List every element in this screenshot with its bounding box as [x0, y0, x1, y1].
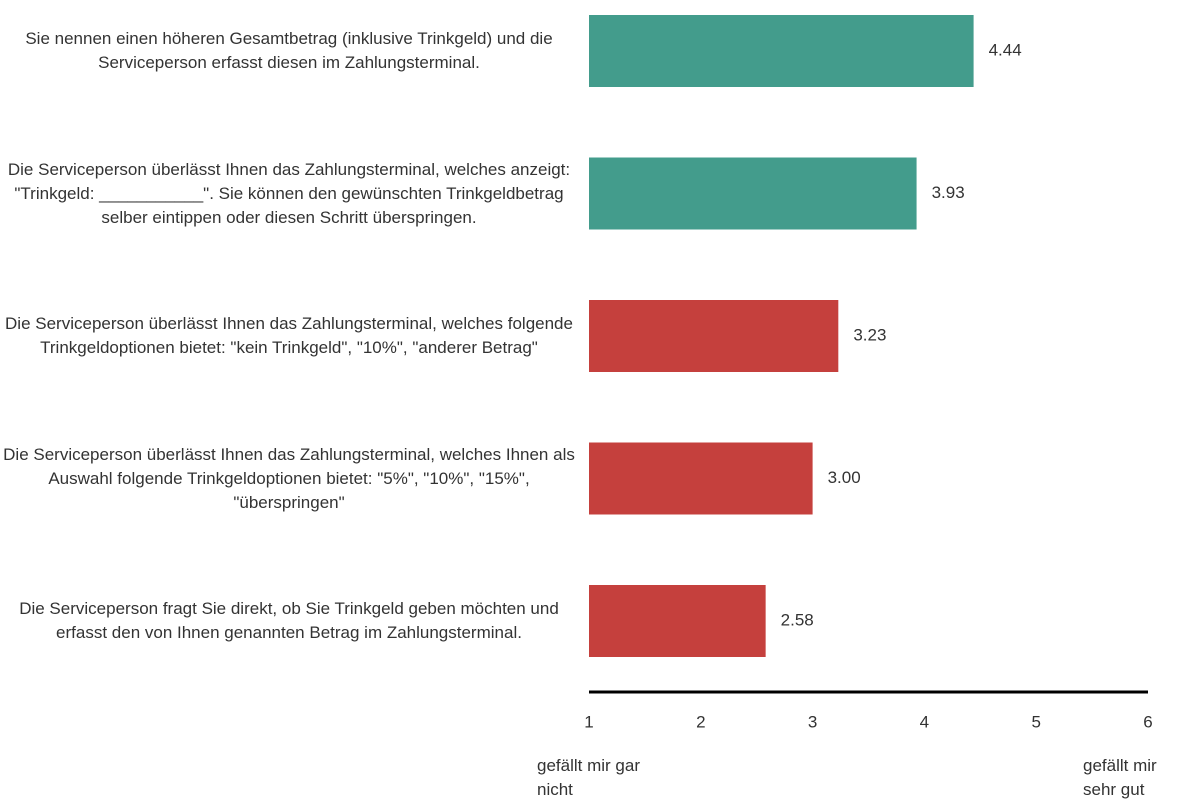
bar	[589, 300, 839, 372]
value-label: 3.93	[932, 183, 965, 202]
category-label: Die Serviceperson überlässt Ihnen das Za…	[7, 159, 571, 227]
bar	[589, 442, 813, 515]
bar	[589, 15, 974, 87]
x-tick-label: 3	[808, 712, 817, 731]
x-tick-label: 1	[584, 712, 593, 731]
bar	[589, 585, 766, 657]
category-label: Die Serviceperson überlässt Ihnen das Za…	[3, 444, 575, 512]
category-label: Die Serviceperson fragt Sie direkt, ob S…	[19, 599, 559, 642]
value-label: 3.00	[828, 468, 861, 487]
value-label: 4.44	[989, 40, 1022, 59]
x-tick-label: 5	[1031, 712, 1040, 731]
x-tick-label: 2	[696, 712, 705, 731]
x-tick-label: 6	[1143, 712, 1152, 731]
value-label: 3.23	[853, 325, 886, 344]
value-label: 2.58	[781, 610, 814, 629]
category-label: Die Serviceperson überlässt Ihnen das Za…	[5, 314, 573, 357]
x-tick-label: 4	[920, 712, 929, 731]
bar	[589, 157, 917, 230]
axis-note-left: gefällt mir gar nicht	[537, 756, 640, 799]
category-label: Sie nennen einen höheren Gesamtbetrag (i…	[25, 29, 553, 72]
axis-note-right: gefällt mir sehr gut	[1083, 756, 1157, 799]
